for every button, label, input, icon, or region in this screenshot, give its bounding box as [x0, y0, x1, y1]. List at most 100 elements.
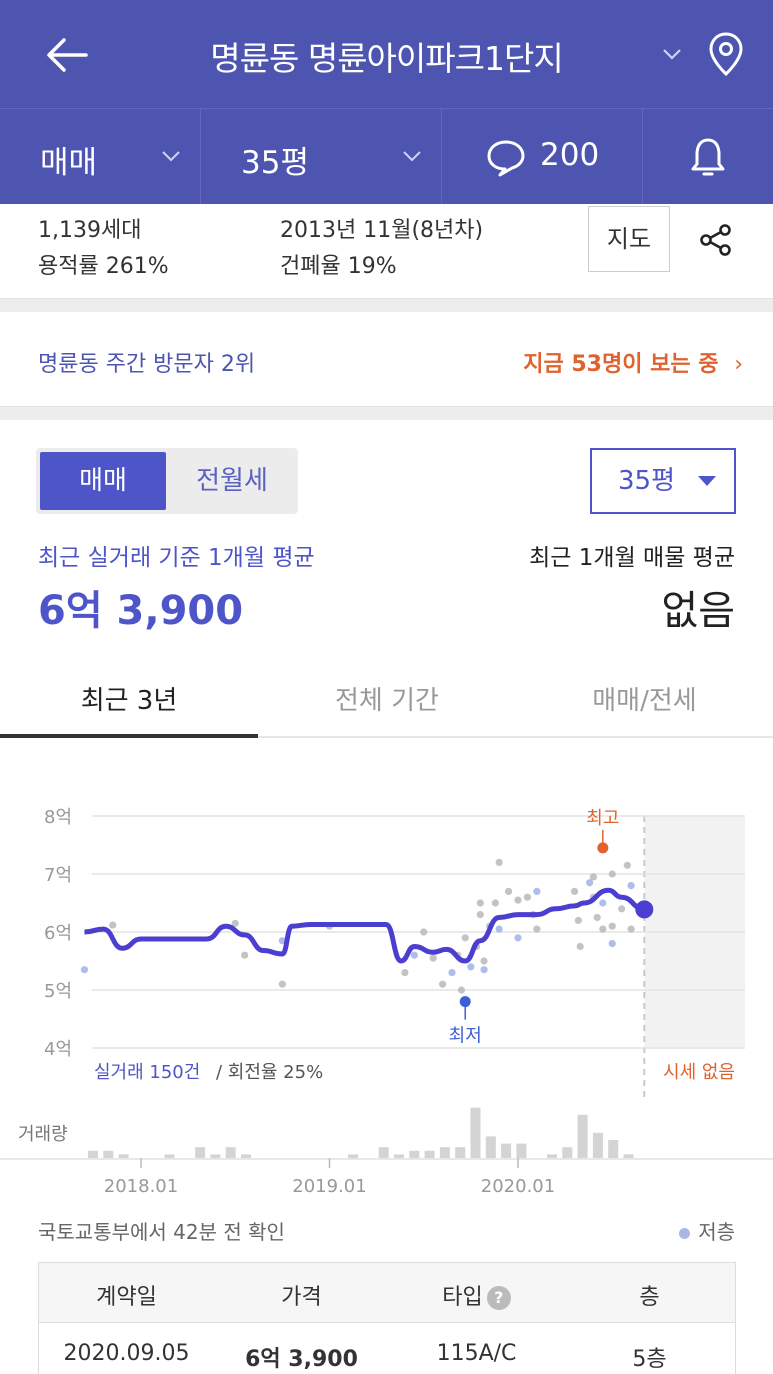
row-price: 6억 3,900 — [245, 1347, 358, 1372]
table-header — [39, 1263, 735, 1323]
high-label: 최고 — [586, 808, 619, 829]
complex-title[interactable]: 명륜동 명륜아이파크1단지 — [210, 39, 563, 78]
transaction-dot — [533, 887, 541, 895]
transaction-dot — [231, 919, 239, 927]
transaction-dot — [439, 980, 447, 988]
volume-bar — [225, 1147, 236, 1158]
no-market-label: 시세 없음 — [663, 1062, 735, 1083]
transaction-dot — [457, 986, 466, 994]
x-tick-label: 2018.01 — [104, 1176, 178, 1197]
y-tick-label: 6억 — [44, 923, 72, 944]
low-label: 최저 — [449, 1026, 482, 1047]
transaction-dot — [570, 887, 579, 895]
volume-bar — [118, 1154, 129, 1158]
trade-type-dropdown[interactable]: 매매 — [0, 109, 200, 204]
transaction-dot — [461, 934, 469, 942]
current-viewers[interactable]: 지금 53명이 보는 중 › — [523, 346, 743, 378]
chevron-down-icon[interactable] — [660, 42, 684, 66]
period-tabs: 최근 3년 전체 기간 매매/전세 — [0, 658, 773, 738]
volume-bar — [241, 1154, 251, 1158]
comment-count: 200 — [540, 137, 600, 173]
transaction-dot — [593, 913, 601, 922]
y-tick-label: 4억 — [44, 1039, 72, 1060]
size-dropdown[interactable]: 35평 — [201, 109, 441, 204]
deal-table: 계약일 가격 타입? 층 2020.09.05 6억 3,900 115A/C … — [38, 1262, 736, 1374]
segment-sale[interactable]: 매매 — [40, 452, 166, 510]
notification-button[interactable] — [643, 109, 773, 204]
turnover-rate: / 회전율 25% — [216, 1062, 323, 1083]
volume-bar — [577, 1114, 588, 1158]
volume-bar — [501, 1143, 512, 1158]
x-tick-label: 2019.01 — [292, 1176, 366, 1197]
transaction-dot — [623, 861, 631, 869]
help-icon[interactable]: ? — [486, 1286, 511, 1310]
chevron-down-icon — [162, 151, 180, 162]
segment-rent[interactable]: 전월세 — [196, 466, 268, 496]
households: 1,139세대 — [38, 218, 142, 243]
transaction-dot — [608, 922, 616, 930]
volume-bar — [455, 1147, 466, 1158]
deal-average-label: 최근 실거래 기준 1개월 평균 — [38, 545, 315, 571]
transaction-dot — [429, 954, 437, 962]
volume-bar — [608, 1140, 619, 1158]
transaction-dot — [420, 928, 428, 936]
app-header: 명륜동 명륜아이파크1단지 — [0, 0, 773, 108]
tab-sale-vs-jeonse[interactable]: 매매/전세 — [592, 686, 697, 716]
volume-bar — [88, 1150, 98, 1158]
col-floor: 층 — [639, 1285, 660, 1310]
col-price: 가격 — [281, 1285, 322, 1310]
data-source: 국토교통부에서 42분 전 확인 — [38, 1220, 285, 1244]
transaction-dot — [514, 934, 522, 942]
listing-average-label: 최근 1개월 매물 평균 — [529, 545, 735, 571]
y-tick-label: 7억 — [44, 865, 72, 886]
volume-bar — [348, 1154, 359, 1158]
transaction-dot — [576, 942, 584, 951]
transaction-dot — [467, 963, 475, 971]
chevron-right-icon: › — [734, 352, 743, 377]
built-date: 2013년 11월(8년차) — [280, 218, 484, 243]
transaction-dot — [448, 969, 456, 977]
volume-bar — [439, 1147, 450, 1158]
transaction-dot — [599, 899, 607, 907]
row-date: 2020.09.05 — [63, 1341, 190, 1366]
transaction-dot — [586, 879, 594, 887]
trade-type-label: 매매 — [40, 145, 98, 181]
share-icon[interactable] — [698, 222, 734, 258]
tab-recent-3y[interactable]: 최근 3년 — [80, 686, 178, 716]
volume-bar — [485, 1136, 496, 1158]
transaction-dot — [410, 951, 418, 959]
divider — [200, 109, 201, 204]
transaction-dot — [504, 887, 513, 895]
volume-bar — [103, 1150, 114, 1158]
transaction-dot — [627, 925, 635, 933]
back-arrow-icon[interactable] — [42, 30, 92, 80]
size-select[interactable]: 35평 — [590, 448, 736, 514]
transaction-dot — [109, 921, 117, 929]
transaction-dot — [618, 905, 626, 913]
visitor-rank: 명륜동 주간 방문자 2위 — [38, 352, 256, 377]
transaction-dot — [495, 925, 503, 933]
chevron-down-icon — [403, 151, 421, 162]
trade-segment-control: 매매 전월세 — [36, 448, 298, 514]
legend-low-floor: 저층 — [679, 1216, 735, 1245]
volume-bar — [164, 1154, 175, 1158]
size-select-value: 35평 — [618, 466, 676, 496]
map-button[interactable]: 지도 — [588, 206, 670, 272]
location-pin-icon[interactable] — [706, 30, 746, 78]
current-viewers-text: 지금 53명이 보는 중 — [523, 352, 719, 377]
latest-price-marker — [635, 900, 654, 919]
volume-bar — [210, 1154, 221, 1158]
visitor-banner[interactable]: 명륜동 주간 방문자 2위 지금 53명이 보는 중 › — [0, 312, 773, 406]
transaction-dot — [574, 916, 582, 924]
price-trend-line — [84, 887, 645, 964]
high-marker — [597, 842, 609, 854]
comments-button[interactable]: 200 — [442, 109, 642, 204]
tab-all-period[interactable]: 전체 기간 — [335, 686, 439, 716]
caret-down-icon — [698, 476, 716, 486]
transaction-dot — [480, 966, 488, 974]
section-divider — [0, 298, 773, 312]
volume-bar — [562, 1147, 573, 1158]
x-tick-label: 2020.01 — [481, 1176, 555, 1197]
deal-average-value: 6억 3,900 — [38, 588, 244, 634]
